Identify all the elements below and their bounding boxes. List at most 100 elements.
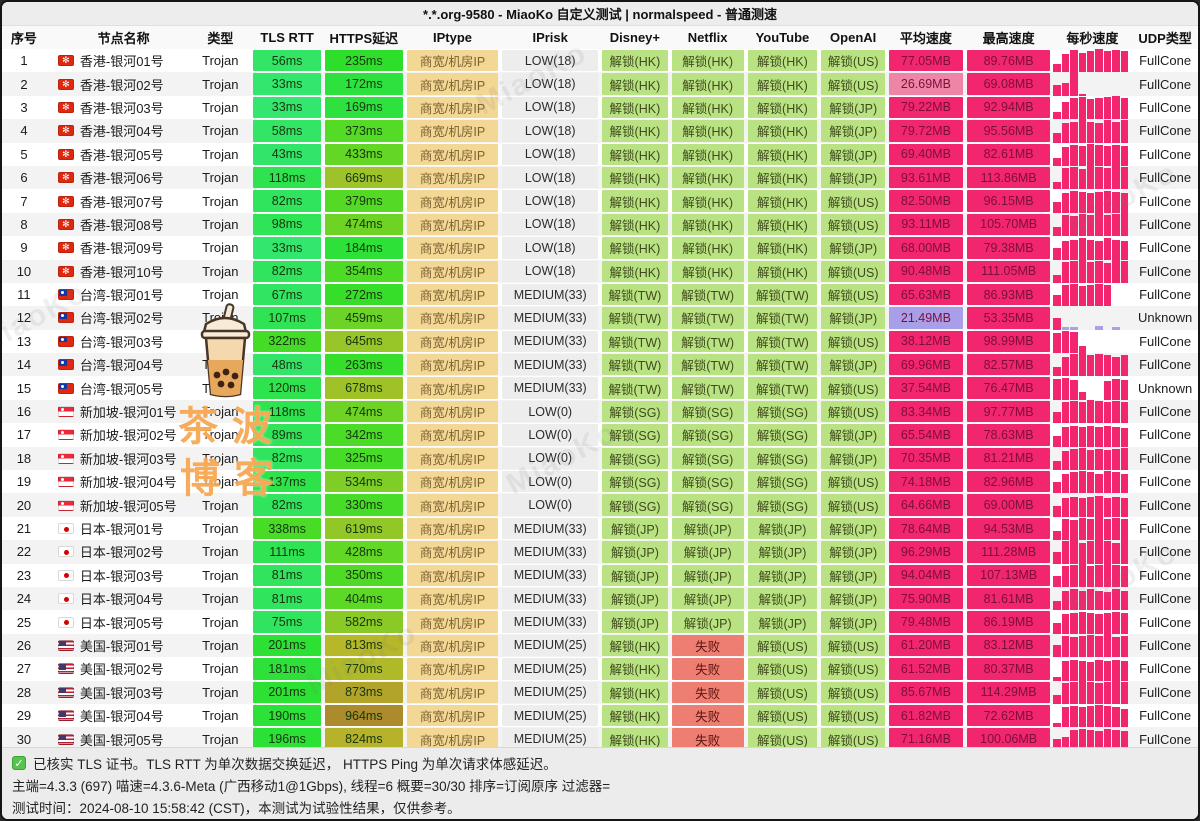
netflix-status: 解锁(SG)	[671, 494, 744, 516]
netflix-status: 失败	[671, 658, 744, 680]
netflix-status: 解锁(HK)	[671, 73, 744, 95]
footer-test-time: 测试时间：2024-08-10 15:58:42 (CST)，本测试为试验性结果…	[12, 801, 461, 816]
https-latency-value: 433ms	[324, 143, 403, 165]
row-number: 11	[17, 287, 31, 303]
per-second-speed-graph	[1052, 423, 1132, 447]
speed-bars	[1052, 189, 1132, 213]
speed-bars	[1052, 259, 1132, 283]
https-latency-value: 582ms	[324, 611, 403, 633]
node-name-cell: 台湾-银河03号	[46, 330, 190, 353]
per-second-speed-graph	[1052, 657, 1132, 681]
openai-status: 解锁(JP)	[821, 96, 886, 119]
tls-rtt-value: 322ms	[253, 330, 321, 353]
table-row: 29 美国-银河04号 Trojan 190ms 964ms 商宽/机房IP MEDIUM(…	[2, 703, 1198, 728]
checked-checkbox-icon: ✓	[12, 756, 26, 770]
speed-bars	[1052, 563, 1132, 587]
per-second-speed-graph	[1052, 353, 1132, 377]
flag-tw-icon	[57, 312, 74, 324]
openai-status: 解锁(JP)	[821, 541, 886, 563]
iptype-value: 商宽/机房IP	[406, 424, 499, 446]
avg-speed-value: 83.34MB	[889, 400, 963, 423]
youtube-status: 解锁(HK)	[747, 50, 818, 72]
flag-jp-icon	[57, 523, 74, 534]
disney-status: 解锁(SG)	[602, 424, 668, 446]
youtube-status: 解锁(SG)	[747, 494, 818, 516]
protocol-type-cell: Trojan	[202, 193, 239, 209]
node-name: 新加坡-银河05号	[79, 498, 177, 514]
youtube-status: 解锁(US)	[747, 634, 818, 657]
iptype-value: 商宽/机房IP	[406, 354, 499, 376]
avg-speed-value: 74.18MB	[889, 471, 963, 493]
iptype-value: 商宽/机房IP	[406, 237, 499, 259]
speed-bars	[1052, 540, 1132, 564]
table-row: 11 台湾-银河01号 Trojan 67ms 272ms 商宽/机房IP MEDIUM(3…	[2, 282, 1198, 307]
protocol-type-cell: Trojan	[202, 544, 239, 560]
row-number: 3	[20, 99, 28, 115]
table-row: 14 台湾-银河04号 Trojan 48ms 263ms 商宽/机房IP MEDIUM(3…	[2, 353, 1198, 377]
udp-type-value: FullCone	[1139, 193, 1192, 209]
https-latency-value: 169ms	[324, 96, 403, 119]
node-name: 新加坡-银河03号	[79, 451, 177, 467]
iptype-value: 商宽/机房IP	[406, 377, 499, 399]
youtube-status: 解锁(HK)	[747, 166, 818, 189]
tls-rtt-value: 48ms	[253, 354, 321, 376]
iptype-value: 商宽/机房IP	[406, 564, 499, 586]
netflix-status: 解锁(SG)	[671, 471, 744, 493]
footer-config-info: 主端=4.3.3 (697) 喵速=4.3.6-Meta (广西移动1@1Gbp…	[12, 779, 611, 794]
per-second-speed-graph	[1052, 212, 1132, 237]
tls-rtt-value: 81ms	[253, 564, 321, 586]
iprisk-value: MEDIUM(33)	[502, 564, 599, 586]
protocol-type-cell: Trojan	[202, 380, 239, 396]
tls-rtt-value: 196ms	[253, 728, 321, 750]
speed-bars	[1052, 493, 1132, 517]
disney-status: 解锁(HK)	[602, 704, 668, 727]
tls-rtt-value: 33ms	[253, 96, 321, 119]
max-speed-value: 111.05MB	[966, 260, 1051, 282]
node-name: 新加坡-银河02号	[79, 428, 177, 444]
openai-status: 解锁(US)	[821, 213, 886, 236]
https-latency-value: 354ms	[324, 260, 403, 282]
https-latency-value: 824ms	[324, 728, 403, 750]
speed-bars	[1052, 95, 1132, 120]
avg-speed-value: 79.48MB	[889, 611, 963, 633]
node-name: 美国-银河02号	[79, 662, 164, 678]
column-header-13: 每秒速度	[1066, 31, 1119, 46]
protocol-type-cell: Trojan	[202, 170, 239, 186]
iprisk-value: MEDIUM(25)	[502, 728, 599, 750]
https-latency-value: 325ms	[324, 447, 403, 470]
row-number: 30	[16, 731, 32, 747]
avg-speed-value: 85.67MB	[889, 681, 963, 703]
node-name: 美国-银河05号	[79, 732, 164, 748]
column-header-3: TLS RTT	[260, 30, 314, 45]
node-name: 美国-银河04号	[79, 709, 164, 725]
avg-speed-value: 96.29MB	[889, 541, 963, 563]
disney-status: 解锁(TW)	[602, 283, 668, 306]
node-name: 美国-银河03号	[79, 685, 164, 701]
udp-type-value: FullCone	[1139, 521, 1192, 536]
flag-sg-icon	[57, 429, 74, 441]
speed-bars	[1052, 727, 1132, 751]
flag-us-icon	[57, 663, 74, 675]
avg-speed-value: 37.54MB	[889, 377, 963, 399]
openai-status: 解锁(US)	[821, 634, 886, 657]
node-name-cell: 美国-银河01号	[46, 634, 190, 657]
flag-tw-icon	[57, 335, 74, 347]
node-name-cell: 台湾-银河02号	[46, 306, 190, 329]
disney-status: 解锁(SG)	[602, 494, 668, 516]
udp-type-value: FullCone	[1139, 427, 1192, 443]
tls-rtt-value: 98ms	[253, 213, 321, 236]
node-name-cell: 日本-银河01号	[46, 517, 190, 540]
youtube-status: 解锁(HK)	[747, 143, 818, 165]
speed-bars	[1052, 165, 1132, 190]
udp-type-value: FullCone	[1139, 287, 1192, 303]
node-name-cell: 新加坡-银河03号	[46, 447, 190, 470]
netflix-status: 解锁(TW)	[671, 354, 744, 376]
udp-type-value: FullCone	[1139, 591, 1192, 607]
node-name-cell: 香港-银河08号	[46, 213, 190, 236]
openai-status: 解锁(US)	[821, 728, 886, 750]
protocol-type-cell: Trojan	[202, 591, 239, 607]
per-second-speed-graph	[1052, 259, 1132, 283]
disney-status: 解锁(HK)	[602, 728, 668, 750]
speed-bars	[1052, 236, 1132, 260]
tls-rtt-value: 137ms	[253, 471, 321, 493]
